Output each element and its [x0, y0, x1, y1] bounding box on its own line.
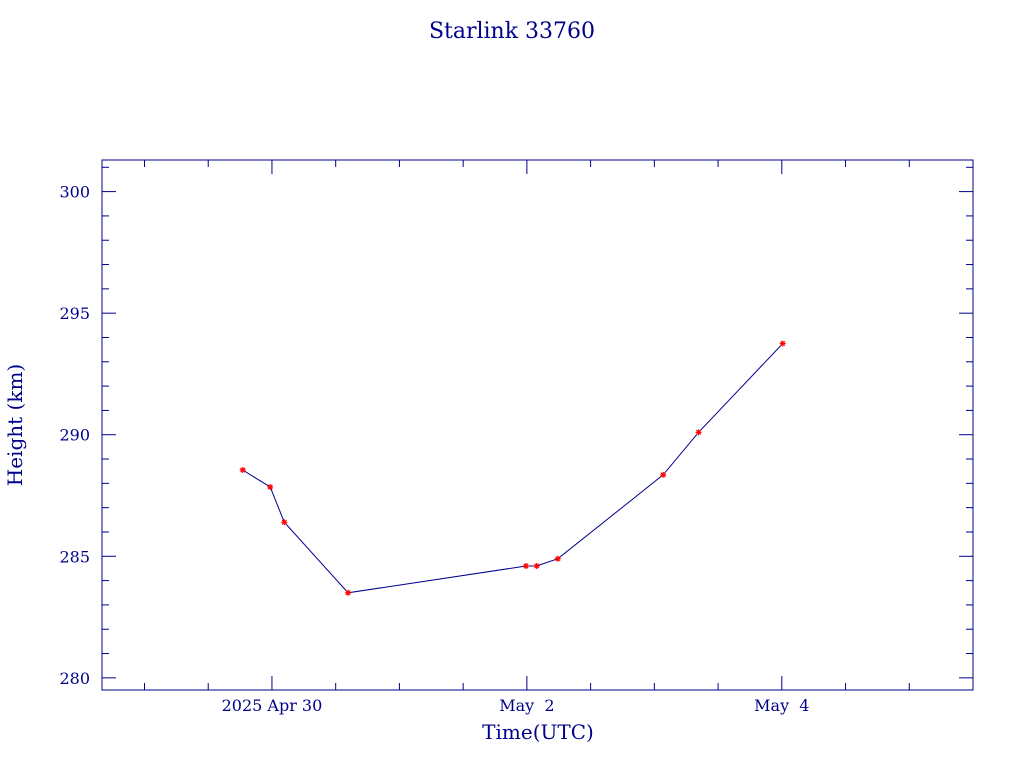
data-point [779, 340, 786, 347]
y-axis-label: Height (km) [3, 364, 27, 486]
data-point-stroke [281, 519, 287, 525]
x-tick-label: 2025 Apr 30 [222, 696, 323, 715]
data-point [345, 589, 352, 596]
data-point-stroke [240, 467, 246, 473]
y-tick-label: 300 [59, 183, 90, 202]
x-tick-labels: 2025 Apr 30 May 2 May 4 [222, 696, 810, 715]
y-tick-label: 290 [59, 426, 90, 445]
plot-frame [101, 159, 974, 691]
data-point-stroke [533, 563, 540, 569]
data-point [239, 466, 246, 473]
data-point-stroke [523, 563, 529, 569]
data-point-stroke [345, 590, 351, 596]
x-axis-label: Time(UTC) [482, 720, 594, 744]
y-tick-label: 295 [59, 304, 90, 323]
axis-ticks [102, 160, 974, 690]
chart-title: Starlink 33760 [429, 19, 595, 44]
data-point [695, 429, 702, 436]
series-layer [239, 340, 786, 596]
data-point [554, 555, 561, 562]
data-point [267, 483, 274, 490]
data-point [281, 519, 288, 526]
series-line [242, 343, 784, 594]
data-point-stroke [695, 429, 702, 435]
y-tick-label: 280 [59, 669, 90, 688]
y-tick-label: 285 [59, 547, 90, 566]
data-point [522, 563, 529, 570]
x-tick-label: May 4 [754, 696, 809, 715]
data-point-stroke [555, 556, 561, 562]
data-point-stroke [267, 484, 273, 490]
x-tick-label: May 2 [499, 696, 554, 715]
data-point [660, 471, 667, 478]
data-point-stroke [660, 472, 666, 478]
y-tick-labels: 280 285 290 295 300 [59, 183, 90, 688]
data-point-stroke [780, 340, 786, 347]
data-point [533, 563, 540, 570]
